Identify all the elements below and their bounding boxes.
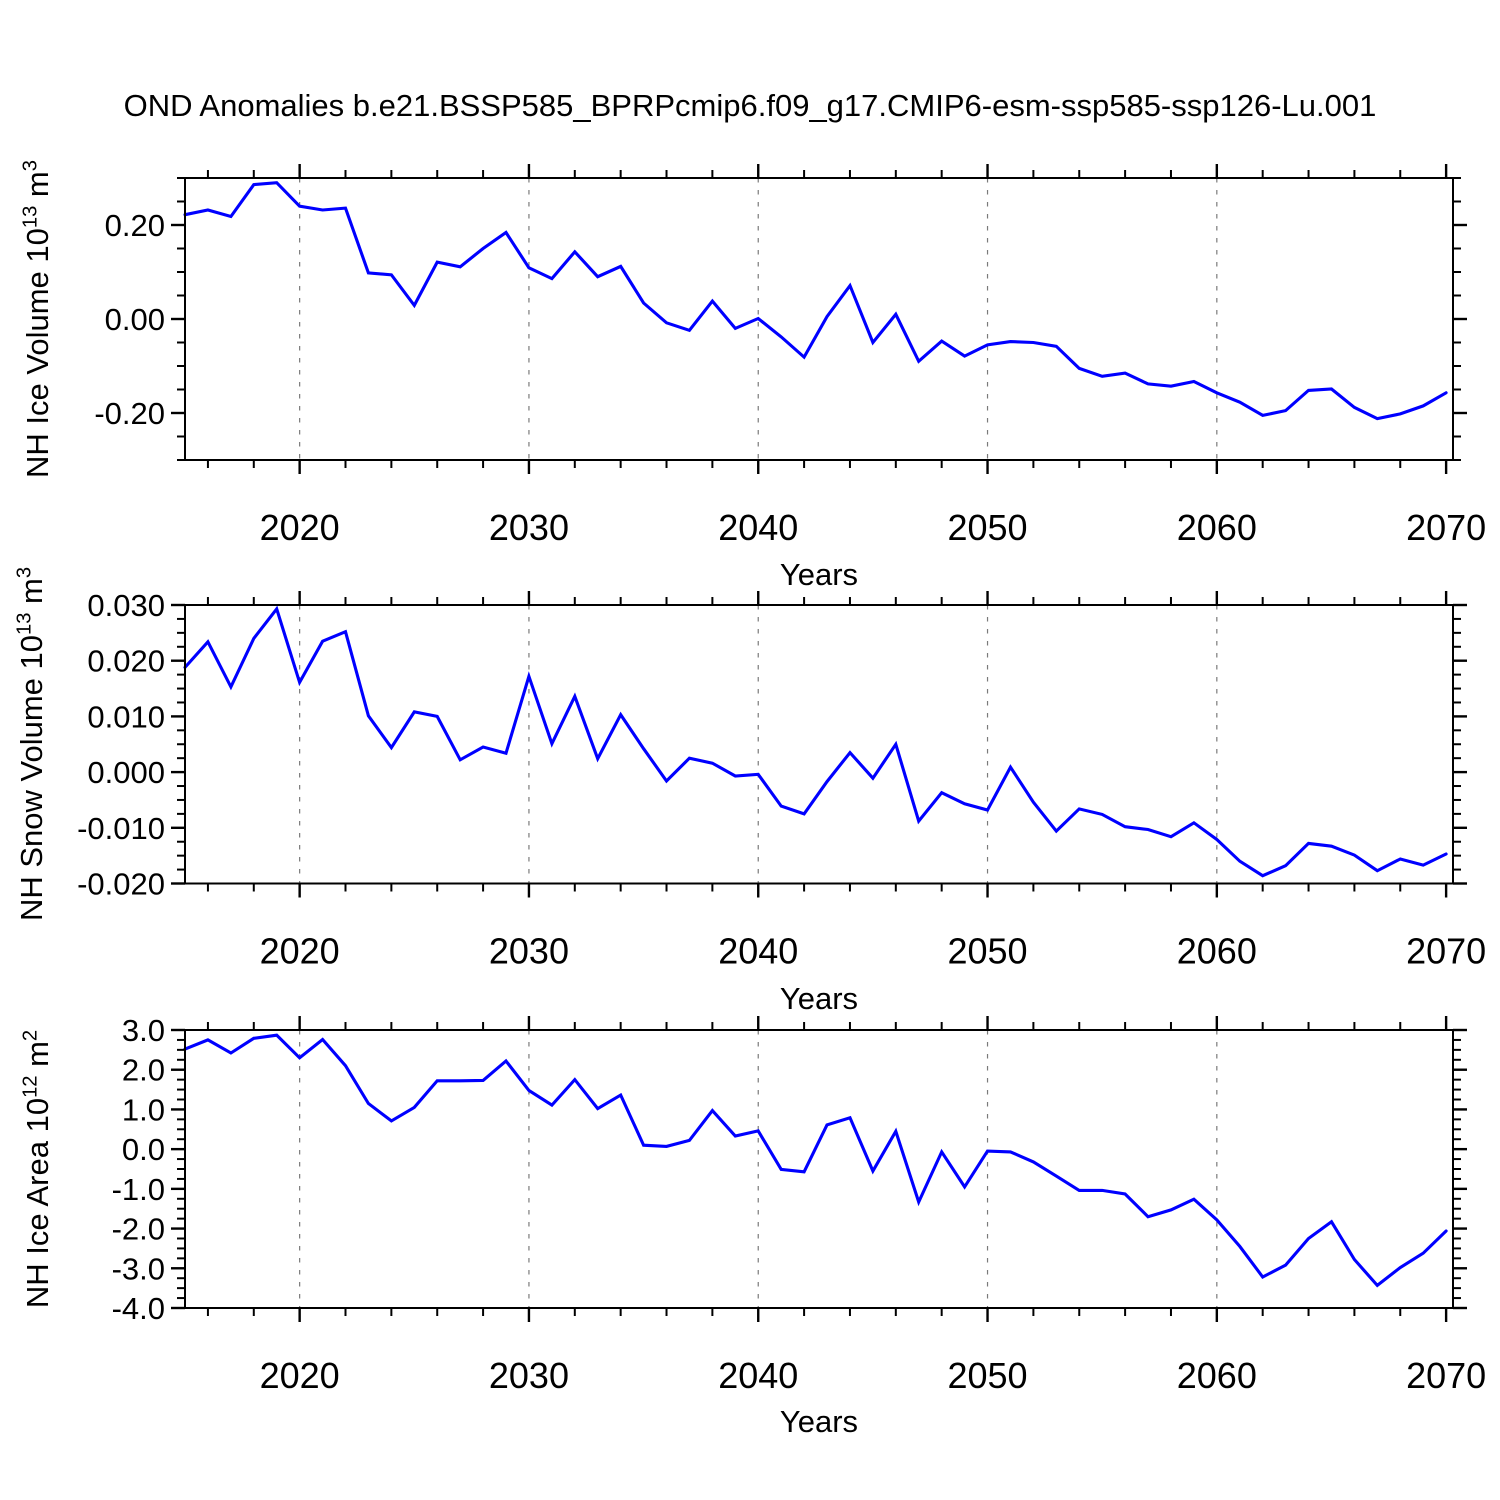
x-tick-label-2050: 2050 [947,507,1027,548]
y-tick-label--3.0: -3.0 [112,1251,165,1286]
y-tick-label-1.0: 1.0 [122,1092,165,1127]
x-axis-label-panel3: Years [779,1404,859,1439]
x-tick-label-2020: 2020 [260,1355,340,1396]
y-tick-label-0.000: 0.000 [87,755,165,790]
chart-title: OND Anomalies b.e21.BSSP585_BPRPcmip6.f0… [123,88,1377,123]
x-tick-label-2070: 2070 [1406,931,1486,972]
y-tick-label-0.0: 0.0 [122,1132,165,1167]
y-tick-label--0.010: -0.010 [77,811,165,846]
panel-nh-ice-volume: 2020 2030 2040 2050 2060 2070 0.20 0.00 -0.20 [94,164,1486,548]
y-tick-label--2.0: -2.0 [112,1212,165,1247]
panel-nh-snow-volume: 2020 2030 2040 2050 2060 2070 0.030 0.020 0.010 0… [77,588,1486,972]
x-tick-label-2060: 2060 [1177,931,1257,972]
plot-frame [184,177,1454,461]
y-tick-label-3.0: 3.0 [122,1013,165,1048]
x-tick-label-2070: 2070 [1406,507,1486,548]
y-tick-label-0.00: 0.00 [105,302,165,337]
x-tick-label-2040: 2040 [718,507,798,548]
plot-frame [184,604,1454,885]
series-nh-snow-volume [183,605,1448,878]
x-tick-label-2030: 2030 [489,931,569,972]
series-nh-ice-area [183,1033,1448,1288]
y-tick-label-2.0: 2.0 [122,1053,165,1088]
y-tick-label--4.0: -4.0 [112,1291,165,1326]
y-tick-label-0.020: 0.020 [87,644,165,679]
x-tick-label-2020: 2020 [260,931,340,972]
y-axis-label-ice-area: NH Ice Area 1012 m2 [19,1029,55,1309]
y-tick-label-0.20: 0.20 [105,208,165,243]
x-tick-label-2060: 2060 [1177,1355,1257,1396]
panel-nh-ice-area: 2020 2030 2040 2050 2060 2070 3.0 2.0 1.0 0.0 -1.0… [112,1013,1487,1396]
x-tick-label-2040: 2040 [718,931,798,972]
x-axis-label-panel2: Years [779,981,859,1016]
y-axis-label-snow-volume: NH Snow Volume 1013 m3 [13,566,49,922]
x-tick-label-2020: 2020 [260,507,340,548]
x-tick-label-2060: 2060 [1177,507,1257,548]
plot-frame [184,1029,1454,1309]
y-tick-label--1.0: -1.0 [112,1172,165,1207]
x-tick-label-2050: 2050 [947,931,1027,972]
y-tick-label--0.20: -0.20 [94,396,165,431]
y-tick-label--0.020: -0.020 [77,867,165,902]
y-tick-label-0.010: 0.010 [87,699,165,734]
y-tick-label-0.030: 0.030 [87,588,165,623]
y-axis-label-ice-volume: NH Ice Volume 1013 m3 [19,160,55,478]
x-axis-label-panel1: Years [779,557,859,592]
x-tick-label-2040: 2040 [718,1355,798,1396]
series-nh-ice-volume [183,181,1448,421]
x-tick-label-2070: 2070 [1406,1355,1486,1396]
x-tick-label-2030: 2030 [489,507,569,548]
x-tick-label-2050: 2050 [947,1355,1027,1396]
x-tick-label-2030: 2030 [489,1355,569,1396]
